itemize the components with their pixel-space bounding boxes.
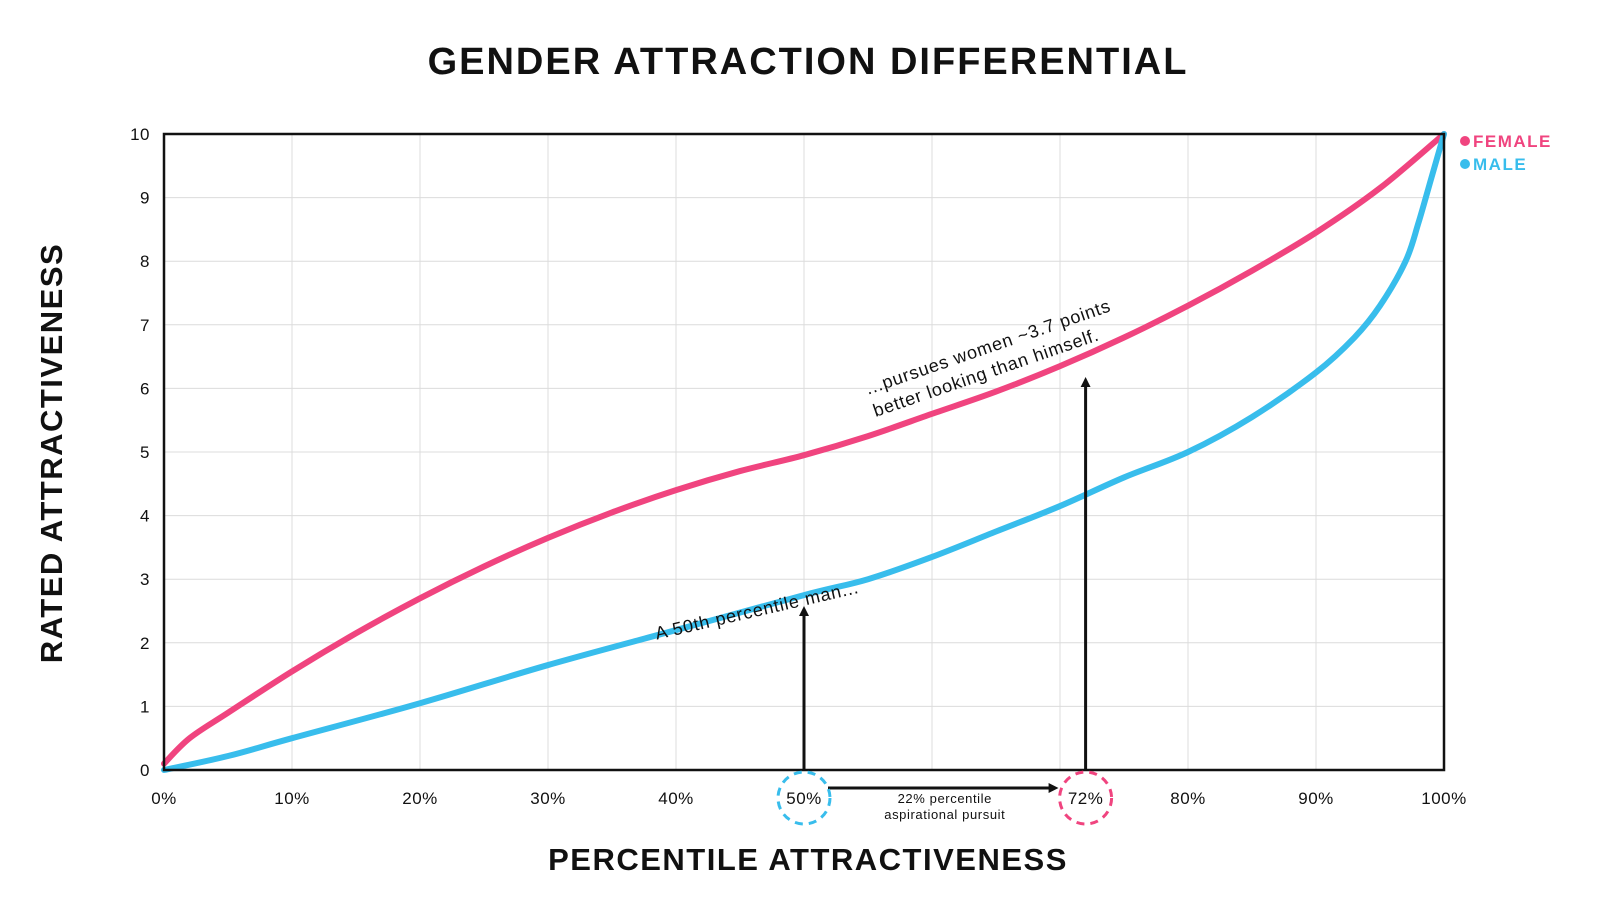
y-tick-label: 10 xyxy=(130,125,150,144)
legend-label-female: FEMALE xyxy=(1473,132,1552,151)
female-percentile-label: 72% xyxy=(1068,789,1104,808)
series-line-male xyxy=(161,131,1447,773)
axis-ticks: 0% 10% 20% 30% 40% 80% 90% 100% 0 1 2 3 4 5 6 7 8 9 10 xyxy=(130,125,1466,808)
grid xyxy=(164,134,1444,770)
y-tick-label: 8 xyxy=(140,252,150,271)
legend-marker-male xyxy=(1460,159,1470,169)
x-tick-label: 20% xyxy=(402,789,438,808)
male-percentile-label: 50% xyxy=(786,789,822,808)
y-axis-title: RATED ATTRACTIVENESS xyxy=(34,243,69,663)
chart-title: GENDER ATTRACTION DIFFERENTIAL xyxy=(428,41,1189,83)
x-tick-label: 0% xyxy=(151,789,177,808)
legend-label-male: MALE xyxy=(1473,155,1527,174)
male-annotation: A 50th percentile man... xyxy=(653,577,860,643)
series-lines xyxy=(161,131,1447,773)
legend-marker-female xyxy=(1460,136,1470,146)
y-tick-label: 9 xyxy=(140,189,150,208)
y-tick-label: 5 xyxy=(140,443,150,462)
gap-annotation-line-2: aspirational pursuit xyxy=(884,807,1005,822)
x-tick-label: 100% xyxy=(1421,789,1466,808)
x-tick-label: 30% xyxy=(530,789,566,808)
series-line-female xyxy=(161,131,1447,767)
female-percentile-circle xyxy=(1058,770,1114,826)
gap-annotation-line-1: 22% percentile xyxy=(898,791,992,806)
x-tick-label: 10% xyxy=(274,789,310,808)
male-percentile-circle xyxy=(776,770,832,826)
x-tick-label: 90% xyxy=(1298,789,1334,808)
x-axis-title: PERCENTILE ATTRACTIVENESS xyxy=(548,842,1068,877)
legend: FEMALE MALE xyxy=(1460,132,1552,174)
x-tick-label: 80% xyxy=(1170,789,1206,808)
y-tick-label: 6 xyxy=(140,379,150,398)
y-tick-label: 7 xyxy=(140,316,150,335)
y-tick-label: 3 xyxy=(140,570,150,589)
y-tick-label: 1 xyxy=(140,697,150,716)
y-tick-label: 0 xyxy=(140,761,150,780)
x-tick-label: 40% xyxy=(658,789,694,808)
y-tick-label: 4 xyxy=(140,507,150,526)
y-tick-label: 2 xyxy=(140,634,150,653)
